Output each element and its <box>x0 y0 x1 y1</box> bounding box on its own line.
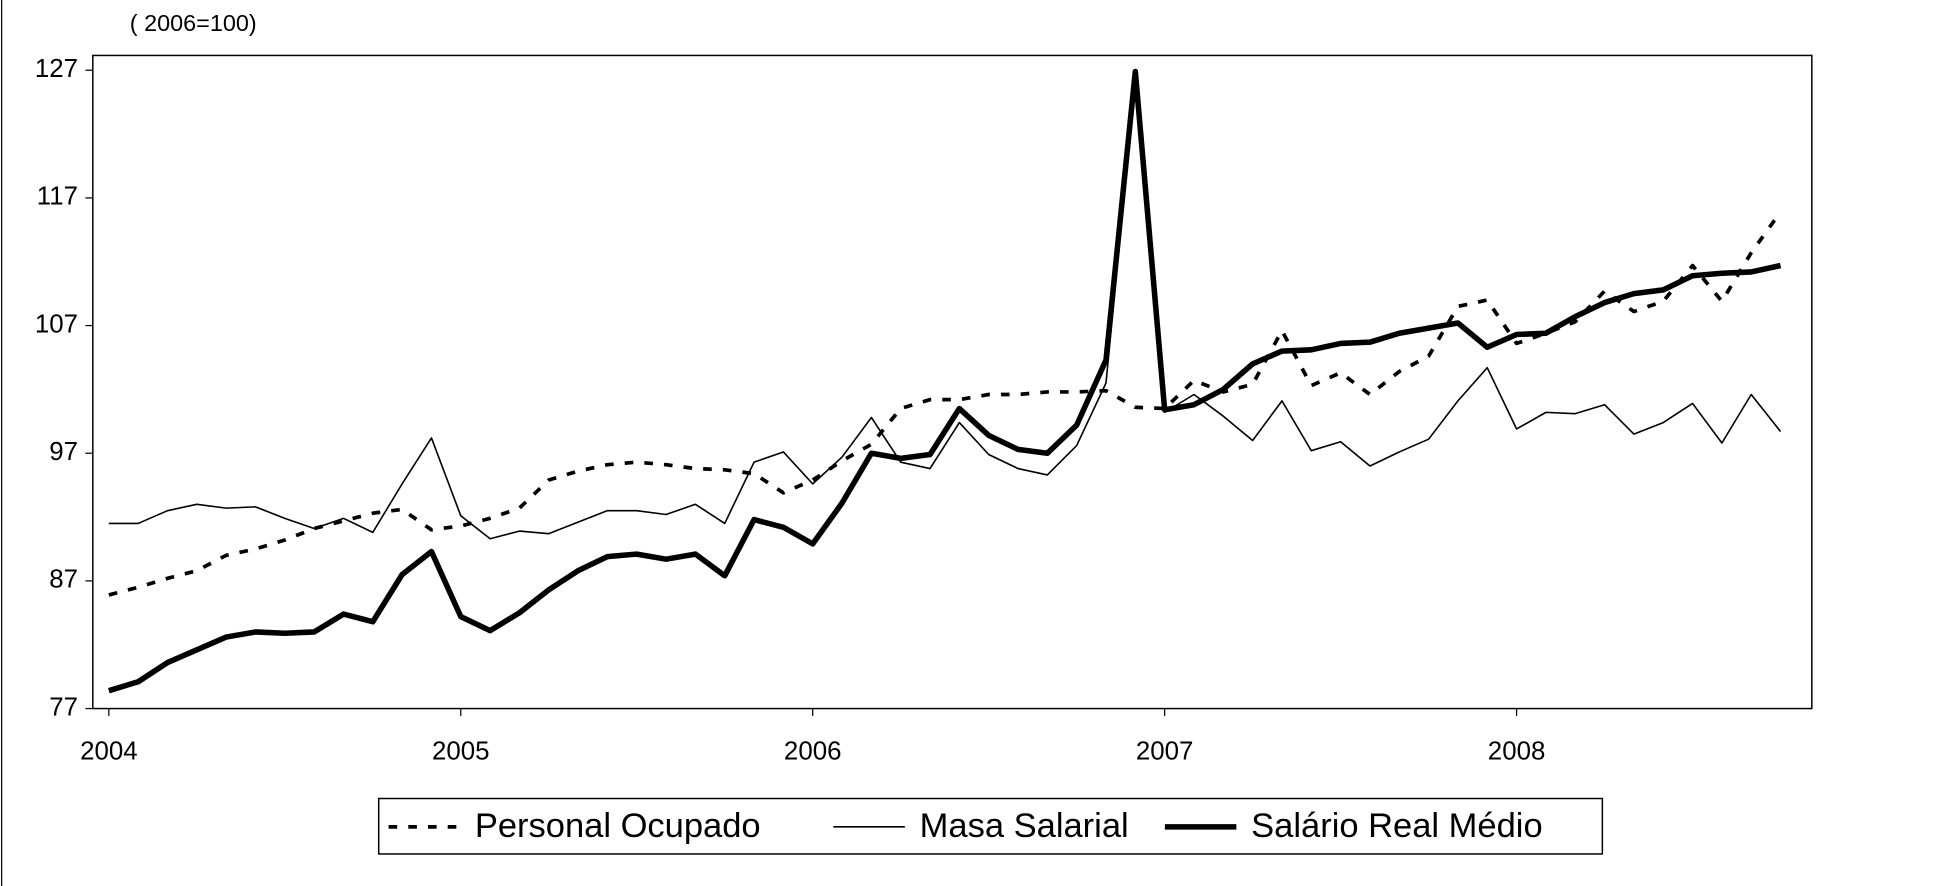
y-tick-label: 117 <box>37 183 78 211</box>
y-tick-label: 127 <box>35 55 78 83</box>
legend-label: Salário Real Médio <box>1251 807 1542 845</box>
x-tick-label: 2005 <box>432 738 490 766</box>
series-line <box>108 79 1782 540</box>
x-tick-label: 2006 <box>784 738 842 766</box>
x-tick-label: 2004 <box>80 738 138 766</box>
y-tick-label: 107 <box>35 310 78 338</box>
x-tick-label: 2008 <box>1488 738 1546 766</box>
chart-subtitle: ( 2006=100) <box>130 10 257 36</box>
y-tick-label: 87 <box>49 566 78 594</box>
y-tick-label: 77 <box>49 693 78 721</box>
y-tick-label: 97 <box>49 438 78 466</box>
legend-label: Personal Ocupado <box>475 807 761 845</box>
x-tick-label: 2007 <box>1136 738 1194 766</box>
plot-area <box>92 54 1813 710</box>
legend-label: Masa Salarial <box>920 807 1129 845</box>
legend <box>377 797 1604 855</box>
series-line <box>108 68 1782 694</box>
series-line <box>108 210 1783 597</box>
